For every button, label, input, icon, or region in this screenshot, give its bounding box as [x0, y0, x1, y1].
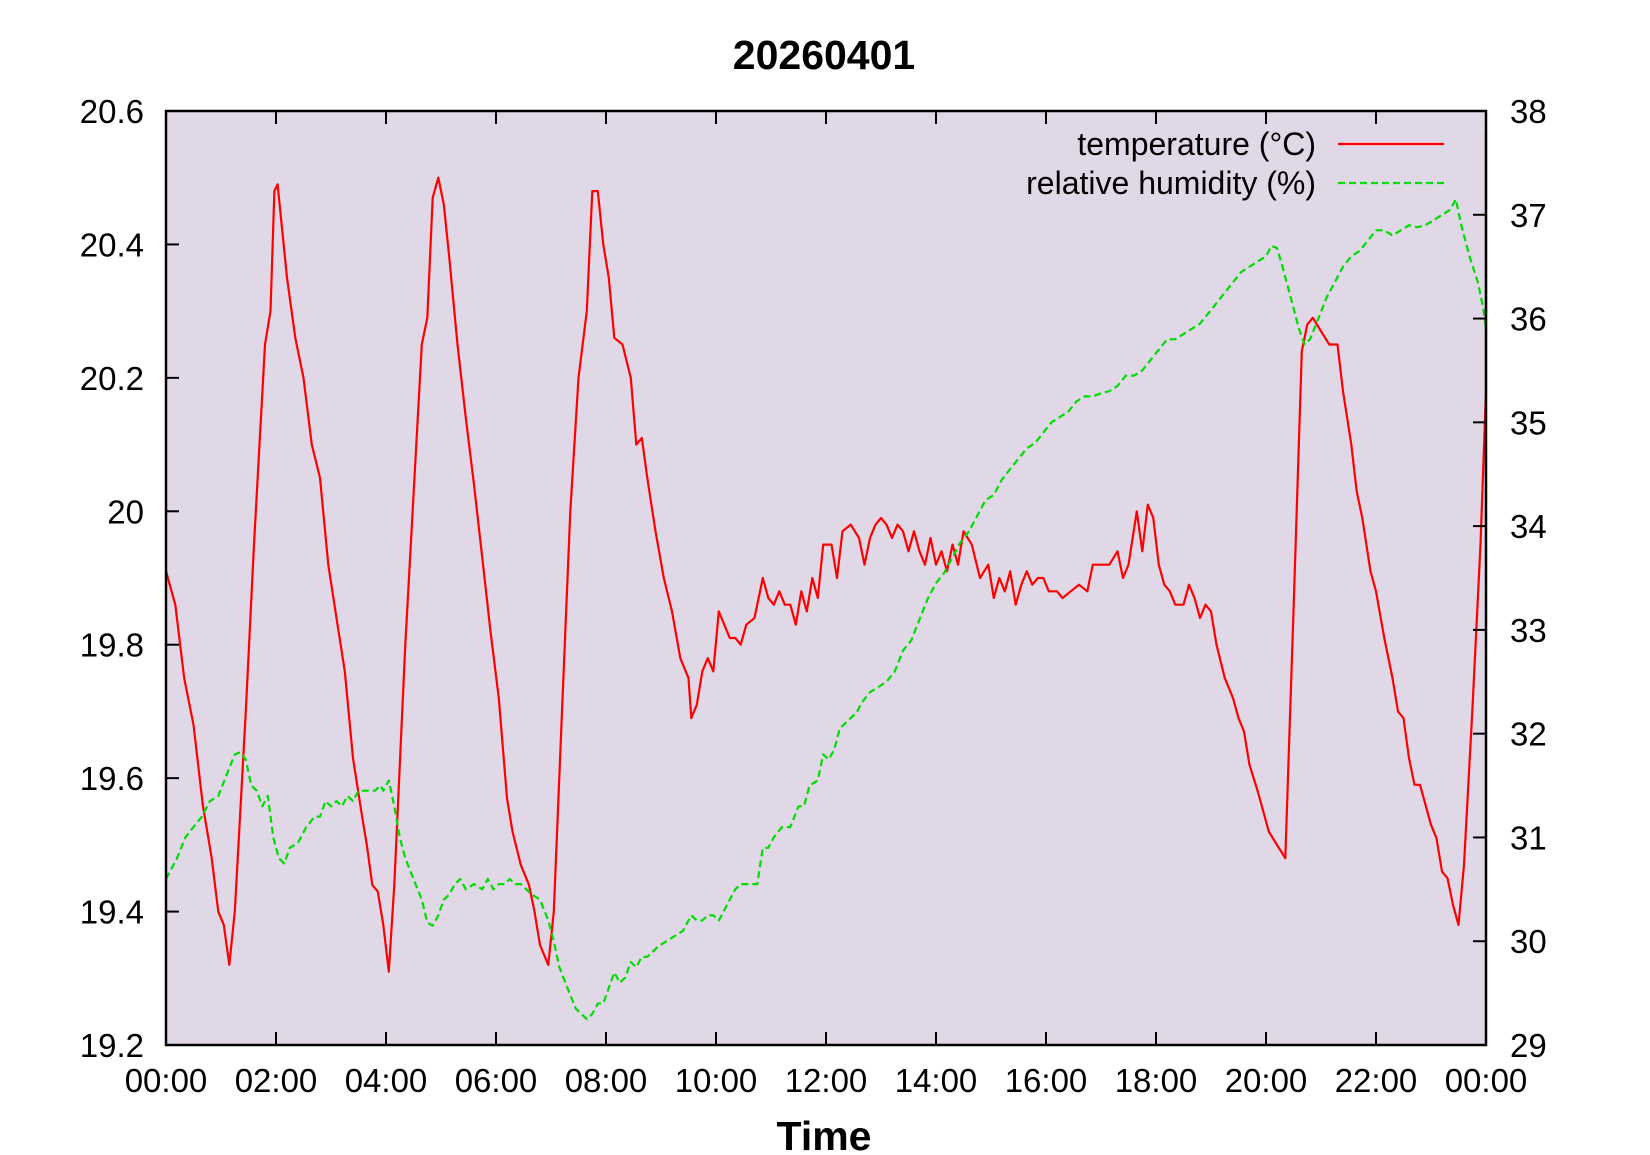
plot-area [166, 111, 1486, 1045]
x-tick-label: 00:00 [1445, 1062, 1528, 1099]
y2-tick-label: 32 [1510, 716, 1547, 753]
x-tick-label: 22:00 [1335, 1062, 1418, 1099]
x-tick-label: 12:00 [785, 1062, 868, 1099]
y2-tick-label: 35 [1510, 404, 1547, 441]
y-tick-label: 20.4 [80, 226, 144, 263]
x-tick-label: 02:00 [235, 1062, 318, 1099]
legend-label: temperature (°C) [1077, 126, 1316, 162]
x-tick-label: 14:00 [895, 1062, 978, 1099]
x-tick-label: 00:00 [125, 1062, 208, 1099]
y2-tick-label: 38 [1510, 93, 1547, 130]
x-tick-label: 18:00 [1115, 1062, 1198, 1099]
ticks-layer: 00:00 02:00 04:00 06:00 08:00 10:00 12:00 14:00… [80, 93, 1547, 1099]
x-tick-label: 10:00 [675, 1062, 758, 1099]
x-tick-label: 20:00 [1225, 1062, 1308, 1099]
legend-label: relative humidity (%) [1026, 165, 1316, 201]
x-tick-label: 04:00 [345, 1062, 428, 1099]
y2-tick-label: 37 [1510, 197, 1547, 234]
legend: temperature (°C)relative humidity (%) [1026, 126, 1444, 201]
y-tick-label: 19.2 [80, 1027, 144, 1064]
x-tick-label: 16:00 [1005, 1062, 1088, 1099]
y-tick-label: 20.2 [80, 360, 144, 397]
series-layer [164, 129, 1488, 1021]
x-axis-label: Time [777, 1113, 872, 1155]
x-tick-label: 06:00 [455, 1062, 538, 1099]
y2-tick-label: 30 [1510, 923, 1547, 960]
y2-tick-label: 34 [1510, 508, 1547, 545]
y-tick-label: 20 [107, 493, 144, 530]
y-tick-label: 19.6 [80, 760, 144, 797]
y-tick-label: 19.8 [80, 627, 144, 664]
y2-tick-label: 36 [1510, 301, 1547, 338]
y-tick-label: 19.4 [80, 894, 144, 931]
chart-title: 20260401 [733, 32, 915, 78]
y2-tick-label: 33 [1510, 612, 1547, 649]
y2-tick-label: 31 [1510, 819, 1547, 856]
x-tick-label: 08:00 [565, 1062, 648, 1099]
temperature-line [164, 129, 1488, 973]
y2-tick-label: 29 [1510, 1027, 1547, 1064]
y-tick-label: 20.6 [80, 93, 144, 130]
